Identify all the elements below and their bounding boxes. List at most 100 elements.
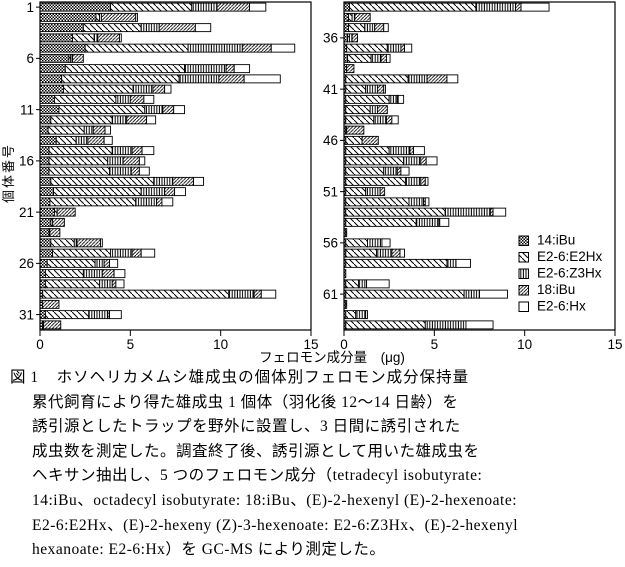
bar-segment — [53, 187, 142, 197]
bar-segment — [110, 2, 193, 12]
bar-segment — [58, 105, 146, 115]
bar-segment — [172, 176, 195, 186]
bar-segment — [135, 197, 157, 207]
bar-segment — [46, 258, 96, 268]
legend-swatch-vertical-lines — [518, 268, 529, 279]
bar-segment — [111, 115, 128, 125]
bar-segment — [361, 135, 379, 145]
bar-segment — [345, 176, 406, 186]
bar-segment — [39, 2, 111, 12]
bar-segment — [63, 84, 134, 94]
bar-segment — [403, 156, 422, 166]
bar-segment — [193, 176, 204, 186]
bar-segment — [376, 105, 388, 115]
bar-segment — [191, 2, 218, 12]
bar-segment — [76, 238, 101, 248]
bar-segment — [39, 166, 50, 176]
bar-segment — [370, 53, 382, 63]
bar-segment — [426, 74, 448, 84]
bar-segment — [109, 258, 119, 268]
x-tick-label: 5 — [431, 337, 439, 352]
bar-segment — [367, 238, 383, 248]
bar-segment — [39, 135, 57, 145]
bar-segment — [138, 156, 146, 166]
bar-segment — [44, 310, 90, 320]
bar-segment — [39, 23, 84, 33]
bar-segment — [109, 166, 132, 176]
bar-segment — [366, 279, 390, 289]
bar-segment — [345, 207, 446, 217]
bar-segment — [47, 125, 85, 135]
bar-segment — [39, 176, 52, 186]
bar-segment — [50, 115, 113, 125]
bar-segment — [44, 269, 84, 279]
bar-segment — [358, 279, 368, 289]
bar-segment — [374, 23, 385, 33]
bar-segment — [95, 12, 101, 22]
bar-segment — [50, 238, 75, 248]
caption-line: 14:iBu、octadecyl isobutyrate: 18:iBu、(E)… — [32, 491, 518, 509]
bar-segment — [345, 146, 390, 156]
y-tick-label: 61 — [323, 287, 338, 302]
y-tick-label: 21 — [19, 205, 34, 220]
bar-segment — [383, 23, 389, 33]
bar-segment — [146, 115, 157, 125]
bar-segment — [107, 156, 124, 166]
bar-segment — [152, 84, 166, 94]
bar-segment — [381, 238, 391, 248]
bar-segment — [241, 43, 272, 53]
bar-segment — [365, 310, 368, 320]
bar-segment — [49, 197, 137, 207]
bar-segment — [424, 176, 429, 186]
bar-segment — [111, 279, 117, 289]
y-tick-label: 16 — [19, 154, 34, 169]
bar-segment — [354, 12, 371, 22]
bar-segment — [48, 156, 109, 166]
bar-segment — [376, 248, 393, 258]
bar-segment — [194, 23, 212, 33]
bar-segment — [399, 248, 405, 258]
legend-label: E2-6:E2Hx — [537, 249, 603, 264]
bar-segment — [92, 125, 106, 135]
caption-line: hexanoate: E2-6:Hx）を GC-MS により測定した。 — [32, 541, 386, 559]
bar-segment — [39, 12, 97, 22]
bar-segment — [135, 12, 139, 22]
legend-swatch-diagonal-up — [518, 285, 529, 296]
bar-segment — [348, 23, 366, 33]
bar-segment — [39, 115, 52, 125]
bar-segment — [425, 156, 438, 166]
bar-segment — [218, 74, 245, 84]
bar-segment — [424, 197, 430, 207]
bar-segment — [249, 2, 267, 12]
bar-segment — [115, 279, 125, 289]
bar-segment — [391, 115, 399, 125]
bar-segment — [343, 2, 350, 12]
x-tick-label: 0 — [36, 337, 44, 352]
bar-segment — [103, 258, 111, 268]
bar-segment — [260, 289, 277, 299]
bar-segment — [158, 23, 196, 33]
bar-segment — [383, 166, 398, 176]
bar-segment — [388, 146, 411, 156]
bar-segment — [129, 94, 145, 104]
bar-segment — [348, 12, 353, 22]
x-tick-label: 10 — [517, 337, 532, 352]
bar-segment — [101, 269, 115, 279]
bar-segment — [345, 310, 357, 320]
bar-segment — [355, 310, 367, 320]
bar-segment — [446, 74, 459, 84]
bar-segment — [400, 43, 405, 53]
bar-segment — [144, 105, 164, 115]
bar-segment — [407, 74, 428, 84]
caption-line: 成虫数を測定した。調査終了後、誘引源として用いた雄成虫を — [32, 442, 480, 460]
bar-segment — [424, 320, 467, 330]
bar-segment — [39, 146, 50, 156]
bar-segment — [345, 289, 465, 299]
bar-segment — [52, 217, 65, 227]
legend-label: E2-6:Z3Hx — [537, 266, 602, 281]
bar-segment — [178, 74, 220, 84]
bar-segment — [39, 279, 46, 289]
bar-segment — [39, 43, 86, 53]
bar-segment — [104, 125, 111, 135]
